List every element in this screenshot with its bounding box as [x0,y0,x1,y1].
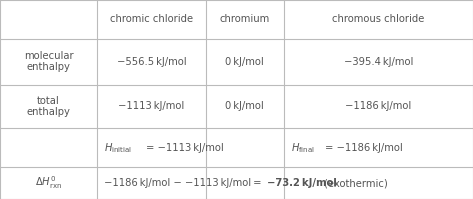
Text: chromic chloride: chromic chloride [110,14,193,24]
Text: total
enthalpy: total enthalpy [26,96,70,117]
Text: $\Delta \it{H}^0_{\rm{rxn}}$: $\Delta \it{H}^0_{\rm{rxn}}$ [35,175,62,191]
Text: = −1186 kJ/mol: = −1186 kJ/mol [325,143,403,153]
Text: 0 kJ/mol: 0 kJ/mol [226,101,264,111]
Text: $\it{H}_{\rm{initial}}$: $\it{H}_{\rm{initial}}$ [104,141,132,155]
Text: −73.2 kJ/mol: −73.2 kJ/mol [267,178,337,188]
Text: (exothermic): (exothermic) [322,178,387,188]
Text: chromium: chromium [219,14,270,24]
Text: $\it{H}_{\rm{final}}$: $\it{H}_{\rm{final}}$ [291,141,315,155]
Text: = −1113 kJ/mol: = −1113 kJ/mol [146,143,223,153]
Text: −1113 kJ/mol: −1113 kJ/mol [118,101,184,111]
Text: −395.4 kJ/mol: −395.4 kJ/mol [344,57,413,67]
Text: molecular
enthalpy: molecular enthalpy [24,51,73,72]
Text: −1186 kJ/mol − −1113 kJ/mol =: −1186 kJ/mol − −1113 kJ/mol = [104,178,263,188]
Text: chromous chloride: chromous chloride [332,14,425,24]
Text: −1186 kJ/mol: −1186 kJ/mol [345,101,412,111]
Text: 0 kJ/mol: 0 kJ/mol [226,57,264,67]
Text: −556.5 kJ/mol: −556.5 kJ/mol [116,57,186,67]
